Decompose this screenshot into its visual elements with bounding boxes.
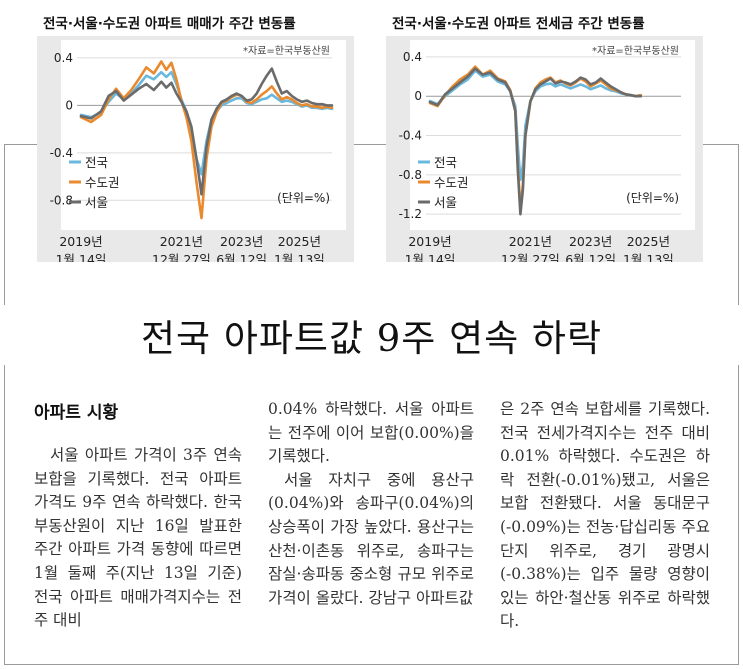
series-line-전국 xyxy=(428,69,643,182)
legend-label: 서울 xyxy=(85,195,108,210)
x-tick-year: 2023년 xyxy=(220,234,263,249)
y-tick-label: -0.4 xyxy=(50,146,73,160)
x-tick-year: 2019년 xyxy=(408,234,451,249)
x-tick-year: 2023년 xyxy=(569,234,612,249)
x-tick-day: 1월 14일 xyxy=(56,252,107,262)
x-tick-day: 1월 14일 xyxy=(405,252,456,262)
source-note: *자료=한국부동산원 xyxy=(243,45,330,57)
legend-label: 서울 xyxy=(434,195,457,210)
x-tick-year: 2021년 xyxy=(509,234,552,249)
chart-title-bar xyxy=(386,10,703,36)
article-column-1: 서울 아파트 가격이 3주 연속 보합을 기록했다. 전국 아파트 가격도 9주… xyxy=(34,446,242,630)
x-tick-day: 12월 27일 xyxy=(152,252,211,262)
legend-label: 전국 xyxy=(85,155,108,170)
y-tick-label: 0 xyxy=(414,89,422,103)
jeonse-price-chart-svg: 전국·서울·수도권 아파트 전세금 주간 변동률 *자료=한국부동산원 0.4 0 -0… xyxy=(386,10,703,262)
chart-title: 전국·서울·수도권 아파트 매매가 주간 변동률 xyxy=(43,15,296,32)
source-note: *자료=한국부동산원 xyxy=(592,45,679,57)
x-tick-year: 2019년 xyxy=(59,234,102,249)
x-tick-year: 2021년 xyxy=(160,234,203,249)
series-line-서울 xyxy=(428,67,643,216)
y-tick-label: -0.8 xyxy=(399,168,422,182)
chart-title-bar xyxy=(37,10,354,36)
x-tick-day: 6월 12일 xyxy=(565,252,616,262)
unit-label: (단위=%) xyxy=(277,191,330,205)
article-column-3: 은 2주 연속 보합세를 기록했다. 전국 전세가격지수는 전주 대비 0.01… xyxy=(500,400,710,631)
x-tick-day: 1월 13일 xyxy=(623,252,674,262)
x-tick-day: 6월 12일 xyxy=(216,252,267,262)
y-tick-label: 0.4 xyxy=(54,51,73,65)
y-tick-label: 0 xyxy=(65,98,73,112)
y-tick-label: -1.2 xyxy=(399,207,422,221)
sale-price-chart: 전국·서울·수도권 아파트 매매가 주간 변동률 *자료=한국부동산원 0.4 0 -0… xyxy=(37,10,354,262)
section-title: 아파트 시황 xyxy=(34,403,119,423)
y-tick-label: 0.4 xyxy=(403,50,422,64)
unit-label: (단위=%) xyxy=(626,191,679,205)
article-paragraph: 0.04% 하락했다. 서울 아파트는 전주에 이어 보합(0.00%)을 기록… xyxy=(268,400,474,466)
x-tick-day: 12월 27일 xyxy=(501,252,560,262)
legend-label: 수도권 xyxy=(434,175,469,190)
x-tick-year: 2025년 xyxy=(278,234,321,249)
chart-title: 전국·서울·수도권 아파트 전세금 주간 변동률 xyxy=(392,15,645,32)
article-frame xyxy=(4,144,739,665)
y-tick-label: -0.4 xyxy=(399,129,422,143)
sale-price-chart-svg: 전국·서울·수도권 아파트 매매가 주간 변동률 *자료=한국부동산원 0.4 0 -0… xyxy=(37,10,354,262)
legend-label: 수도권 xyxy=(85,175,120,190)
series-line-서울 xyxy=(79,67,334,196)
x-tick-year: 2025년 xyxy=(627,234,670,249)
y-tick-label: -0.8 xyxy=(50,193,73,207)
jeonse-price-chart: 전국·서울·수도권 아파트 전세금 주간 변동률 *자료=한국부동산원 0.4 0 -0… xyxy=(386,10,703,262)
x-tick-day: 1월 13일 xyxy=(274,252,325,262)
plot-area xyxy=(410,40,695,230)
article-column-2: 0.04% 하락했다. 서울 아파트는 전주에 이어 보합(0.00%)을 기록… xyxy=(268,398,474,610)
legend-label: 전국 xyxy=(434,155,457,170)
headline: 전국 아파트값 9주 연속 하락 xyxy=(0,305,743,365)
article-paragraph: 서울 자치구 중에 용산구(0.04%)와 송파구(0.04%)의 상승폭이 가… xyxy=(268,470,474,607)
